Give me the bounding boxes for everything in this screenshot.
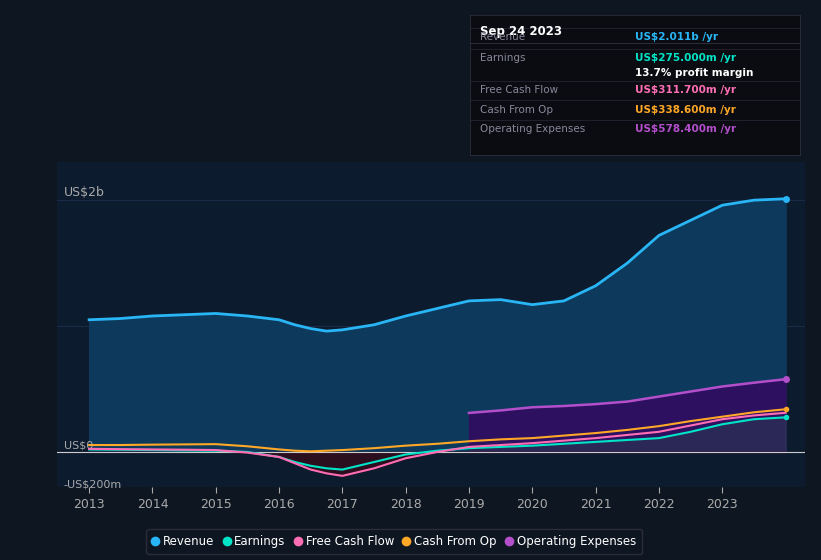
- Text: US$0: US$0: [64, 441, 93, 451]
- Legend: Revenue, Earnings, Free Cash Flow, Cash From Op, Operating Expenses: Revenue, Earnings, Free Cash Flow, Cash …: [146, 529, 642, 554]
- Text: Sep 24 2023: Sep 24 2023: [480, 25, 562, 38]
- Text: Operating Expenses: Operating Expenses: [480, 124, 585, 134]
- Text: US$311.700m /yr: US$311.700m /yr: [635, 85, 736, 95]
- Text: -US$200m: -US$200m: [64, 479, 122, 489]
- Text: US$275.000m /yr: US$275.000m /yr: [635, 53, 736, 63]
- Text: US$2.011b /yr: US$2.011b /yr: [635, 32, 718, 42]
- Text: US$2b: US$2b: [64, 185, 104, 199]
- Text: 13.7% profit margin: 13.7% profit margin: [635, 68, 754, 78]
- Text: US$338.600m /yr: US$338.600m /yr: [635, 105, 736, 115]
- Text: Revenue: Revenue: [480, 32, 525, 42]
- Text: US$578.400m /yr: US$578.400m /yr: [635, 124, 736, 134]
- Text: Earnings: Earnings: [480, 53, 525, 63]
- Text: Cash From Op: Cash From Op: [480, 105, 553, 115]
- Text: Free Cash Flow: Free Cash Flow: [480, 85, 558, 95]
